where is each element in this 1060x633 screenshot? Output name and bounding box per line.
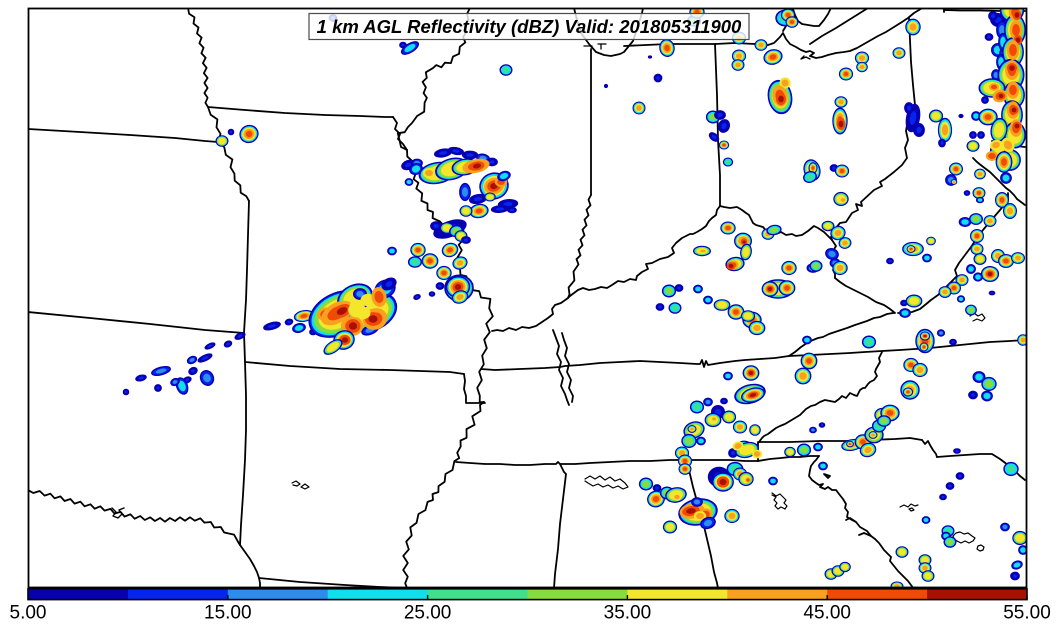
svg-text:45.00: 45.00 (803, 603, 851, 624)
svg-text:15.00: 15.00 (204, 603, 252, 624)
svg-text:1 km AGL Reflectivity (dBZ) Va: 1 km AGL Reflectivity (dBZ) Valid: 20180… (317, 16, 742, 37)
svg-text:25.00: 25.00 (404, 603, 452, 624)
svg-text:55.00: 55.00 (1003, 603, 1051, 624)
svg-text:35.00: 35.00 (604, 603, 652, 624)
svg-text:5.00: 5.00 (10, 603, 47, 624)
